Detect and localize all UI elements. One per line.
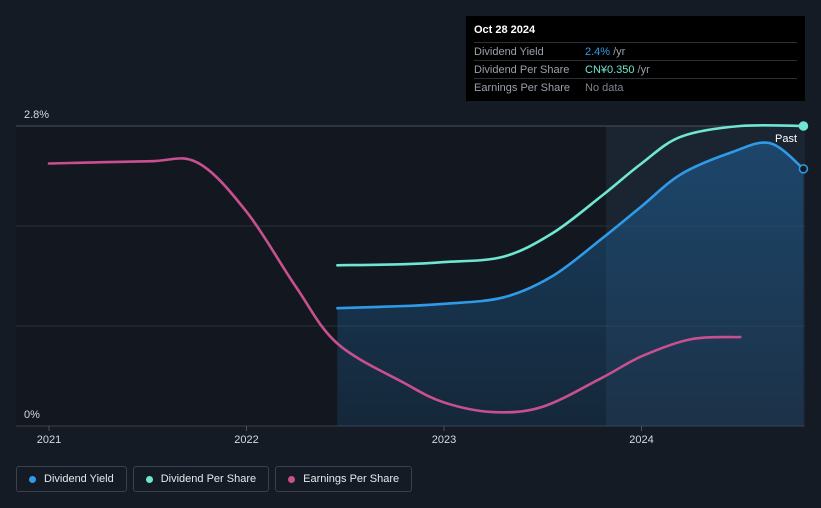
- tooltip-date: Oct 28 2024: [474, 24, 536, 36]
- tooltip-unit: /yr: [637, 63, 650, 76]
- tooltip-label: Dividend Yield: [474, 45, 544, 58]
- x-tick-label: 2024: [629, 434, 653, 446]
- dividend-per-share-line: [336, 123, 805, 267]
- x-tick-label: 2022: [234, 434, 258, 446]
- legend-label: Dividend Per Share: [160, 473, 257, 485]
- tooltip-row-dividend-per-share: Dividend Per Share CN¥0.350 /yr: [474, 60, 797, 78]
- legend-dividend-yield[interactable]: Dividend Yield: [16, 466, 127, 492]
- chart-legend: Dividend Yield Dividend Per Share Earnin…: [16, 466, 413, 492]
- tooltip-panel: Oct 28 2024 Dividend Yield 2.4% /yr Divi…: [466, 16, 805, 101]
- legend-label: Dividend Yield: [44, 473, 114, 485]
- dividend-yield-line: [336, 141, 805, 310]
- dividend-yield-area: [337, 142, 804, 426]
- tooltip-row-dividend-yield: Dividend Yield 2.4% /yr: [474, 42, 797, 60]
- legend-dividend-per-share[interactable]: Dividend Per Share: [132, 466, 270, 492]
- x-tick-label: 2023: [432, 434, 456, 446]
- tooltip-label: Dividend Per Share: [474, 63, 570, 76]
- legend-dot-icon: [29, 475, 36, 483]
- y-tick-label: 2.8%: [24, 109, 49, 121]
- legend-earnings-per-share[interactable]: Earnings Per Share: [275, 466, 413, 492]
- legend-dot-icon: [288, 475, 296, 483]
- past-label: Past: [775, 133, 797, 145]
- tooltip-value: 2.4%: [585, 45, 611, 58]
- dividend-per-share-end-marker: [798, 121, 809, 131]
- legend-dot-icon: [145, 475, 153, 483]
- tooltip-row-earnings-per-share: Earnings Per Share No data: [474, 78, 797, 96]
- tooltip-value: CN¥0.350: [585, 63, 635, 76]
- x-tick-label: 2021: [37, 434, 61, 446]
- tooltip-unit: /yr: [613, 45, 626, 58]
- tooltip-value: No data: [585, 81, 624, 94]
- y-tick-label: 0%: [24, 409, 40, 421]
- tooltip-label: Earnings Per Share: [474, 81, 570, 94]
- legend-label: Earnings Per Share: [303, 473, 400, 485]
- dividend-yield-end-marker: [798, 164, 809, 174]
- earnings-per-share-line: [47, 157, 742, 414]
